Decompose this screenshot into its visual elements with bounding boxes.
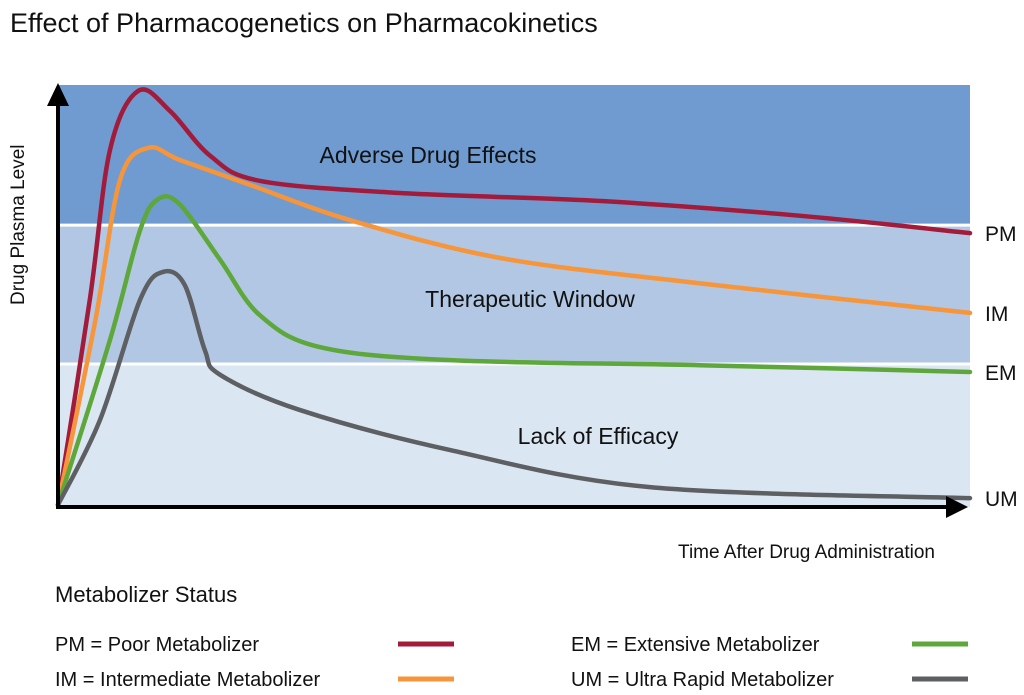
legend-entry-um: UM = Ultra Rapid Metabolizer	[571, 669, 834, 691]
band-label: Adverse Drug Effects	[320, 142, 537, 168]
y-axis-label: Drug Plasma Level	[8, 144, 29, 305]
band-label: Lack of Efficacy	[518, 423, 679, 449]
series-label-im: IM	[985, 303, 1008, 326]
legend-entry-im: IM = Intermediate Metabolizer	[55, 669, 320, 691]
y-axis-arrow-icon	[47, 83, 69, 106]
series-label-pm: PM	[985, 223, 1017, 246]
legend-title: Metabolizer Status	[55, 582, 237, 607]
legend-entry-em: EM = Extensive Metabolizer	[571, 634, 820, 656]
series-label-em: EM	[985, 362, 1017, 385]
series-line-im	[55, 144, 973, 508]
x-axis-label: Time After Drug Administration	[678, 542, 935, 563]
series-line-um	[55, 268, 973, 508]
legend-entry-pm: PM = Poor Metabolizer	[55, 634, 259, 656]
chart-title: Effect of Pharmacogenetics on Pharmacoki…	[10, 8, 598, 38]
series-line-em	[55, 194, 973, 508]
series-line-pm	[55, 87, 973, 508]
band-lack-of-efficacy	[58, 363, 970, 507]
x-axis-arrow-icon	[946, 496, 968, 518]
band-label: Therapeutic Window	[425, 286, 635, 312]
series-label-um: UM	[985, 488, 1018, 511]
